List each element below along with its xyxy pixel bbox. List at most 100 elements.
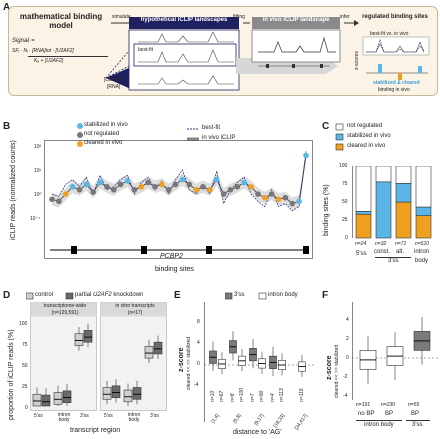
- site-point: [62, 191, 69, 197]
- site-point: [296, 198, 302, 205]
- site-point: [213, 176, 220, 183]
- ytick-d-1: 75: [22, 342, 28, 348]
- ytick-f-3: -2: [343, 374, 348, 380]
- legend-d: [26, 292, 74, 300]
- site-point: [193, 186, 199, 193]
- exon: [206, 246, 212, 254]
- xt-d-1: intron body: [57, 412, 71, 423]
- xlab-c-0: 5'ss: [356, 251, 367, 257]
- box-d: [83, 330, 93, 343]
- bar-c: [395, 201, 412, 239]
- ytick-b-3: 10⁻¹: [30, 216, 40, 222]
- panel-a-graphics: [105, 17, 430, 91]
- legend-b-notreg: not regulated: [84, 131, 120, 137]
- n-e-1: n=67: [219, 390, 225, 402]
- ytick-d-2: 50: [22, 363, 28, 369]
- infer-label: infer: [340, 14, 350, 20]
- site-point: [248, 183, 254, 190]
- legend-c: [335, 123, 344, 151]
- ytick-d-4: 0: [25, 405, 28, 411]
- box-d: [41, 394, 51, 407]
- panel-f-ysub: cleared << >> stabilized: [334, 344, 340, 398]
- site-point: [289, 200, 296, 207]
- n-e-7: n=113: [279, 388, 285, 402]
- legend-d-control: control: [35, 292, 54, 298]
- box-d: [132, 387, 142, 400]
- xlab-c-1: const.: [374, 249, 391, 255]
- bar-c: [415, 166, 432, 208]
- panel-b-ylabel: iCLIP reads (normalized counts): [10, 140, 17, 240]
- n-f-0: n=191: [356, 402, 371, 408]
- ytick-e-1: 4: [197, 340, 200, 346]
- panel-label-c: C: [322, 121, 330, 132]
- legend-d-kd-pre: partial: [75, 292, 94, 298]
- site-point: [124, 178, 131, 184]
- legend-c-notreg: not regulated: [347, 123, 383, 129]
- site-point: [303, 152, 309, 159]
- gene-label: PCBP2: [160, 253, 183, 260]
- site-point: [90, 189, 96, 195]
- ytick-c-0: 100: [339, 163, 348, 169]
- panel-c-ylabel: binding sites (%): [323, 184, 330, 236]
- n-f-1: n=230: [381, 402, 396, 408]
- panel-label-f: F: [322, 290, 329, 301]
- n-e-4: n=7: [250, 393, 256, 402]
- site-point: [165, 186, 172, 193]
- zscore-axis-label: z-scores: [354, 51, 360, 70]
- site-point: [207, 186, 213, 193]
- box-d: [62, 390, 72, 403]
- legend-d-kd-post: knockdown: [111, 292, 144, 298]
- bar-c: [375, 181, 392, 239]
- site-point: [145, 179, 151, 186]
- panel-e-ylabel: z-score: [178, 347, 185, 372]
- site-point: [138, 183, 145, 190]
- formula-line-3: Kₐ + [U2AF2]: [34, 58, 64, 64]
- legend-d-kd-gene: U2AF2: [93, 292, 112, 298]
- bar-c: [395, 182, 412, 203]
- xt-d-4: intron body: [127, 412, 141, 423]
- n-e-8: n=116: [299, 388, 305, 402]
- legend-e-intron: intron body: [268, 292, 298, 298]
- xlab-c-3ss: 3'ss: [388, 258, 399, 264]
- box-d: [111, 385, 121, 398]
- bar-c: [355, 166, 372, 212]
- site-point: [152, 183, 158, 190]
- panel-label-d: D: [3, 290, 11, 301]
- site-point: [104, 183, 110, 190]
- d-sub1: transcriptome-wide: [43, 303, 87, 309]
- legend-b-stabilized: stabilized in vivo: [84, 122, 128, 128]
- stab-cleared-label: stabilized & cleared: [373, 80, 420, 86]
- site-point: [76, 186, 83, 193]
- legend-b-cleared: cleared in vivo: [84, 140, 123, 146]
- box-d: [123, 389, 133, 403]
- rna-axis-label: [RNA]: [107, 84, 121, 90]
- panel-f-ylabel: z-score: [326, 355, 333, 380]
- bar-c: [355, 211, 372, 215]
- c-group-line: [375, 257, 411, 258]
- cat-f-0: no BP: [358, 411, 375, 417]
- xlab-c-3: intron: [414, 249, 430, 255]
- u2af2-axis-label: [U2AF2]: [104, 77, 123, 83]
- legend-c-cleared: cleared in vivo: [347, 143, 386, 149]
- ytick-c-2: 50: [342, 199, 348, 205]
- panel-b-xlabel: binding sites: [155, 266, 194, 273]
- site-point: [220, 191, 227, 197]
- ytick-e-3: -4: [194, 382, 199, 388]
- n-e-2: n=8: [230, 393, 236, 402]
- ytick-e-0: 8: [197, 319, 200, 325]
- site-point: [49, 196, 55, 203]
- formula-line-2: SFᵢ · Nᵢ · [RNA]tot · [U2AF2]: [12, 48, 74, 54]
- n-f-2: n=55: [408, 402, 420, 408]
- n-e-6: n=4: [270, 393, 276, 402]
- simulate-label: simulate: [112, 14, 131, 20]
- regulated-title: regulated binding sites: [362, 14, 428, 20]
- bar-c: [415, 215, 432, 239]
- bar-c: [395, 166, 412, 184]
- ytick-b-1: 10¹: [34, 168, 42, 174]
- fitting-label: fitting: [233, 14, 245, 20]
- legend-b-invivo: in vivo iCLIP: [202, 135, 236, 141]
- formula-line-1: Signalᵢ =: [12, 38, 35, 44]
- xlab-c-2: alt.: [396, 249, 405, 255]
- box-d: [74, 333, 84, 346]
- n-e-3: n=100: [239, 387, 245, 402]
